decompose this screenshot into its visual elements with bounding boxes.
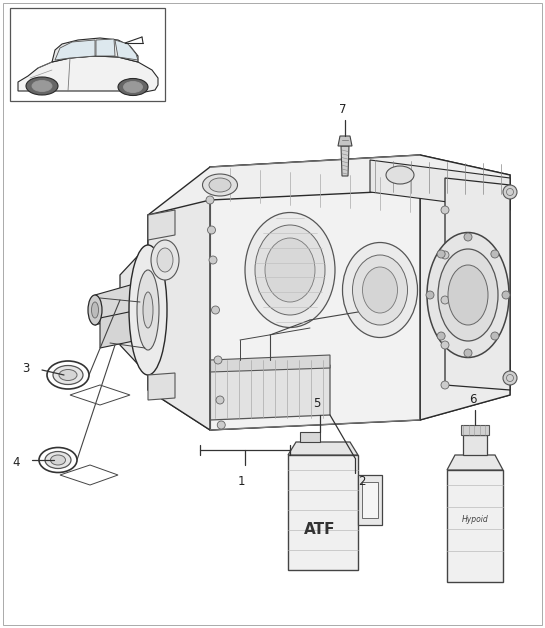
Polygon shape — [210, 365, 330, 420]
Polygon shape — [148, 360, 510, 430]
Ellipse shape — [353, 255, 408, 325]
Ellipse shape — [26, 77, 58, 95]
Polygon shape — [115, 40, 138, 60]
Ellipse shape — [47, 361, 89, 389]
Polygon shape — [148, 210, 175, 240]
Circle shape — [216, 396, 224, 404]
Polygon shape — [461, 425, 489, 435]
Polygon shape — [341, 146, 349, 176]
Text: 6: 6 — [469, 393, 477, 406]
Ellipse shape — [438, 249, 498, 341]
Polygon shape — [370, 160, 510, 210]
Polygon shape — [96, 39, 115, 56]
Ellipse shape — [209, 178, 231, 192]
Text: 1: 1 — [237, 475, 245, 488]
Polygon shape — [148, 373, 175, 400]
Ellipse shape — [151, 240, 179, 280]
Polygon shape — [288, 442, 358, 455]
Polygon shape — [445, 178, 510, 390]
Ellipse shape — [386, 166, 414, 184]
Text: 4: 4 — [13, 455, 20, 468]
Polygon shape — [95, 280, 148, 325]
Ellipse shape — [342, 242, 417, 337]
Ellipse shape — [129, 245, 167, 375]
Polygon shape — [55, 40, 95, 60]
Text: 2: 2 — [358, 475, 366, 488]
Circle shape — [441, 296, 449, 304]
Ellipse shape — [245, 212, 335, 327]
Polygon shape — [420, 155, 510, 420]
Ellipse shape — [88, 295, 102, 325]
Circle shape — [491, 332, 499, 340]
Ellipse shape — [255, 225, 325, 315]
Polygon shape — [447, 455, 503, 470]
Circle shape — [441, 381, 449, 389]
Polygon shape — [300, 432, 320, 442]
Ellipse shape — [362, 267, 397, 313]
Circle shape — [209, 256, 217, 264]
Circle shape — [211, 306, 220, 314]
Circle shape — [502, 291, 510, 299]
Text: 5: 5 — [313, 397, 320, 410]
Circle shape — [503, 185, 517, 199]
Polygon shape — [18, 56, 158, 92]
Ellipse shape — [448, 265, 488, 325]
Ellipse shape — [157, 248, 173, 272]
Polygon shape — [463, 435, 487, 455]
Bar — [10, 8, 165, 101]
Circle shape — [208, 226, 215, 234]
Polygon shape — [148, 155, 510, 248]
Text: ATF: ATF — [304, 522, 336, 538]
Polygon shape — [210, 355, 330, 372]
Ellipse shape — [118, 78, 148, 95]
Ellipse shape — [124, 82, 142, 92]
Ellipse shape — [32, 80, 52, 92]
Circle shape — [206, 196, 214, 204]
Circle shape — [214, 356, 222, 364]
Ellipse shape — [39, 448, 77, 472]
Polygon shape — [210, 155, 420, 430]
Polygon shape — [100, 308, 148, 348]
Circle shape — [464, 349, 472, 357]
Circle shape — [441, 251, 449, 259]
Circle shape — [437, 332, 445, 340]
Ellipse shape — [45, 452, 71, 468]
Circle shape — [437, 250, 445, 258]
Circle shape — [217, 421, 225, 429]
Ellipse shape — [427, 232, 509, 357]
Polygon shape — [120, 245, 148, 375]
Circle shape — [464, 233, 472, 241]
Polygon shape — [338, 136, 352, 146]
Ellipse shape — [137, 270, 159, 350]
Ellipse shape — [53, 365, 83, 384]
Text: Hypoid: Hypoid — [462, 516, 488, 524]
Polygon shape — [288, 455, 358, 570]
Circle shape — [491, 250, 499, 258]
Circle shape — [426, 291, 434, 299]
Ellipse shape — [92, 302, 99, 318]
Ellipse shape — [265, 238, 315, 302]
Ellipse shape — [59, 369, 77, 381]
Text: 3: 3 — [23, 362, 30, 374]
Polygon shape — [362, 482, 378, 518]
Polygon shape — [447, 470, 503, 582]
Ellipse shape — [143, 292, 153, 328]
Circle shape — [441, 341, 449, 349]
Ellipse shape — [203, 174, 238, 196]
Text: 7: 7 — [339, 103, 347, 116]
Polygon shape — [358, 475, 382, 525]
Polygon shape — [148, 200, 210, 430]
Polygon shape — [52, 38, 138, 62]
Ellipse shape — [51, 455, 65, 465]
Circle shape — [441, 206, 449, 214]
Circle shape — [503, 371, 517, 385]
